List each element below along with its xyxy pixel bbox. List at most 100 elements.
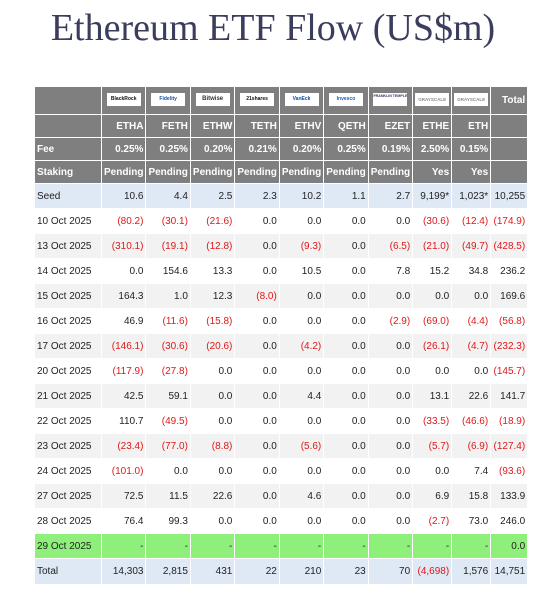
total-column-header: Total (491, 87, 528, 114)
flow-value: 0.0 (279, 284, 324, 308)
fee-row: Fee 0.25% 0.25% 0.20% 0.21% 0.20% 0.25% 0.19% 2… (35, 138, 528, 160)
flow-value: 0.0 (279, 359, 324, 383)
page-title: Ethereum ETF Flow (US$m) (50, 7, 496, 49)
flow-value: (12.4) (452, 209, 491, 233)
flow-value: (117.9) (102, 359, 146, 383)
flow-value: 0.0 (324, 509, 368, 533)
flow-value: 7.8 (368, 259, 413, 283)
flow-value: 0.0 (235, 509, 279, 533)
row-total: 141.7 (491, 384, 528, 408)
flow-value: (11.6) (146, 309, 190, 333)
staking-status: Pending (279, 161, 324, 183)
flow-value: 1.0 (146, 284, 190, 308)
21shares-logo-cell: 21shares (235, 87, 279, 114)
invesco-logo-icon: Invesco (328, 92, 363, 106)
flow-value: - (413, 534, 452, 558)
row-total: (145.7) (491, 359, 528, 383)
flow-value: 0.0 (235, 234, 279, 258)
flow-value: (30.6) (146, 334, 190, 358)
flow-value: (5.6) (279, 434, 324, 458)
row-total: (174.9) (491, 209, 528, 233)
flow-value: 0.0 (146, 459, 190, 483)
ticker-header: ETHE (413, 115, 452, 137)
grayscale-logo-icon: GRAYSCALE (454, 92, 489, 106)
flow-value: 110.7 (102, 409, 146, 433)
flow-value: - (235, 534, 279, 558)
bitwise-logo-cell: Bitwise (190, 87, 235, 114)
21shares-logo-icon: 21shares (240, 92, 275, 106)
flow-value: 0.0 (324, 234, 368, 258)
row-total: 0.0 (491, 534, 528, 558)
staking-status: Yes (452, 161, 491, 183)
flow-value: (2.9) (368, 309, 413, 333)
row-date: 10 Oct 2025 (35, 209, 101, 233)
flow-value: 0.0 (324, 259, 368, 283)
flow-value: - (324, 534, 368, 558)
flow-value: 12.3 (190, 284, 235, 308)
table-row: 27 Oct 2025 72.5 11.5 22.6 0.0 4.6 0.0 0.0 6.9 15… (35, 484, 528, 508)
flow-value: 34.8 (452, 259, 491, 283)
grayscale-eth-logo-cell: GRAYSCALE (452, 87, 491, 114)
row-date: 28 Oct 2025 (35, 509, 101, 533)
flow-value: 10.2 (279, 184, 324, 208)
flow-value: 22.6 (190, 484, 235, 508)
table-row: 29 Oct 2025- - - - - - - - -0.0 (35, 534, 528, 558)
row-date: 15 Oct 2025 (35, 284, 101, 308)
flow-value: 2.3 (235, 184, 279, 208)
flow-value: 15.8 (452, 484, 491, 508)
bitwise-logo-icon: Bitwise (195, 92, 230, 106)
blackrock-logo-cell: BlackRock (102, 87, 146, 114)
flow-value: 2.7 (368, 184, 413, 208)
flow-value: 15.2 (413, 259, 452, 283)
flow-value: 0.0 (324, 209, 368, 233)
flow-value: 0.0 (190, 384, 235, 408)
flow-value: (12.8) (190, 234, 235, 258)
flow-value: 0.0 (324, 359, 368, 383)
staking-status: Pending (235, 161, 279, 183)
grayscale-logo-icon: GRAYSCALE (415, 92, 450, 106)
flow-value: (33.5) (413, 409, 452, 433)
flow-value: 0.0 (413, 284, 452, 308)
flow-value: (80.2) (102, 209, 146, 233)
fidelity-logo-cell: Fidelity (146, 87, 190, 114)
flow-value: (310.1) (102, 234, 146, 258)
flow-value: 0.0 (413, 359, 452, 383)
flow-value: - (146, 534, 190, 558)
flow-value: 0.0 (190, 359, 235, 383)
flow-value: 70 (368, 559, 413, 584)
flow-value: 0.0 (368, 409, 413, 433)
flow-value: 0.0 (235, 409, 279, 433)
row-date: 14 Oct 2025 (35, 259, 101, 283)
flow-value: - (102, 534, 146, 558)
flow-value: 6.9 (413, 484, 452, 508)
row-date: Seed (35, 184, 101, 208)
ticker-header: EZET (368, 115, 413, 137)
issuer-logo-row: BlackRock Fidelity Bitwise 21shares VanE… (35, 87, 528, 114)
flow-value: 4.6 (279, 484, 324, 508)
franklin-logo-cell: FRANKLIN TEMPLETON (368, 87, 413, 114)
flow-value: 210 (279, 559, 324, 584)
row-date: 16 Oct 2025 (35, 309, 101, 333)
flow-value: 0.0 (279, 209, 324, 233)
fee-value: 0.15% (452, 138, 491, 160)
ticker-header: ETHA (102, 115, 146, 137)
row-total: 246.0 (491, 509, 528, 533)
flow-value: 0.0 (235, 259, 279, 283)
flow-value: 0.0 (235, 334, 279, 358)
flow-value: 154.6 (146, 259, 190, 283)
flow-value: 73.0 (452, 509, 491, 533)
flow-value: 4.4 (146, 184, 190, 208)
row-total: (127.4) (491, 434, 528, 458)
fidelity-logo-icon: Fidelity (151, 92, 186, 106)
staking-status: Pending (146, 161, 190, 183)
flow-value: 0.0 (235, 459, 279, 483)
staking-status: Pending (190, 161, 235, 183)
flow-value: (8.8) (190, 434, 235, 458)
flow-value: (21.0) (413, 234, 452, 258)
staking-status: Pending (324, 161, 368, 183)
flow-value: 13.3 (190, 259, 235, 283)
row-total: (18.9) (491, 409, 528, 433)
flow-value: 0.0 (235, 434, 279, 458)
row-total: 14,751 (491, 559, 528, 584)
flow-value: 0.0 (324, 284, 368, 308)
